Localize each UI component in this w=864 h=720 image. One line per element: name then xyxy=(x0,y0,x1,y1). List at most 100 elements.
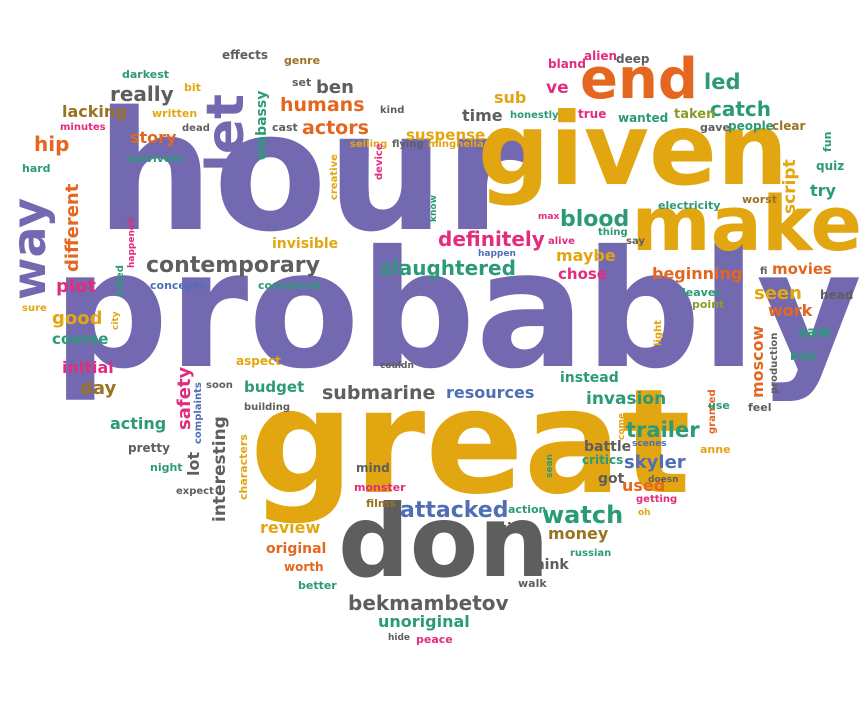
word-night: night xyxy=(150,461,183,474)
word-peace: peace xyxy=(416,633,453,646)
word-chose: chose xyxy=(558,265,607,283)
word-submarine: submarine xyxy=(322,382,436,404)
word-attacked: attacked xyxy=(400,498,509,523)
word-plot: plot xyxy=(56,276,97,297)
word-leaves: leaves xyxy=(682,286,722,299)
word-written: written xyxy=(152,107,198,120)
word-use: use xyxy=(708,399,730,412)
word-script: script xyxy=(780,159,800,214)
word-killed: killed xyxy=(115,265,126,296)
word-minghella: minghella xyxy=(428,139,484,150)
word-ve: ve xyxy=(546,78,569,98)
word-genre: genre xyxy=(284,54,321,67)
word-contemporary: contemporary xyxy=(146,253,320,278)
word-mind: mind xyxy=(356,461,390,475)
word-say: say xyxy=(626,236,645,247)
word-invisible: invisible xyxy=(272,236,339,252)
word-device: device xyxy=(374,143,385,180)
word-worth: worth xyxy=(284,560,324,574)
word-led: led xyxy=(704,70,741,94)
word-budget: budget xyxy=(244,378,305,396)
word-story: story xyxy=(130,128,177,147)
word-initial: initial xyxy=(62,358,114,377)
word-watch: watch xyxy=(542,501,624,529)
word-bland: bland xyxy=(548,57,586,71)
word-know: know xyxy=(429,195,439,222)
word-complaints: complaints xyxy=(193,382,204,444)
word-try: try xyxy=(810,181,836,200)
word-day: day xyxy=(80,378,117,399)
word-head: head xyxy=(820,288,854,302)
word-think: think xyxy=(528,557,569,573)
word-got: got xyxy=(598,471,625,487)
word-action: action xyxy=(508,503,547,516)
word-point: point xyxy=(692,298,725,311)
word-saw: saw xyxy=(798,323,831,341)
word-anne: anne xyxy=(700,443,731,456)
word-deep: deep xyxy=(616,52,650,66)
word-embassy: embassy xyxy=(254,90,270,160)
word-building: building xyxy=(244,402,290,413)
word-production: production xyxy=(769,332,780,394)
word-selling: selling xyxy=(350,139,388,150)
word-critics: critics xyxy=(582,453,624,467)
word-couldn: couldn xyxy=(380,361,414,371)
word-electricity: electricity xyxy=(658,199,721,212)
word-worst: worst xyxy=(742,193,777,206)
word-happened: happened xyxy=(127,217,137,268)
word-resources: resources xyxy=(446,383,535,402)
word-quiz: quiz xyxy=(816,159,845,173)
word-work: work xyxy=(768,301,813,320)
word-expect: expect xyxy=(176,486,214,497)
word-safety: safety xyxy=(174,366,195,430)
word-ben: ben xyxy=(316,77,354,98)
word-suspense: suspense xyxy=(406,126,486,144)
word-wise: wise xyxy=(494,521,530,537)
word-doesn: doesn xyxy=(648,475,679,485)
word-original: original xyxy=(266,541,327,557)
word-lot: lot xyxy=(184,451,203,476)
word-pretty: pretty xyxy=(128,441,170,455)
word-dead: dead xyxy=(182,123,210,134)
word-better: better xyxy=(298,579,337,592)
word-come: come xyxy=(617,413,627,440)
word-catch: catch xyxy=(710,97,772,121)
word-people: people xyxy=(728,119,774,133)
word-moscow: moscow xyxy=(748,325,767,398)
word-feel: feel xyxy=(748,401,772,414)
word-don: don xyxy=(338,483,550,600)
word-seen: seen xyxy=(754,283,802,304)
word-soon: soon xyxy=(206,380,233,391)
word-instead: instead xyxy=(560,370,619,386)
word-make: make xyxy=(631,179,862,268)
word-actors: actors xyxy=(302,117,369,139)
word-max: max xyxy=(538,212,560,222)
word-city: city xyxy=(111,311,121,330)
word-sean: sean xyxy=(545,454,555,478)
word-lacking: lacking xyxy=(62,102,127,121)
word-maybe: maybe xyxy=(556,246,616,265)
word-alive: alive xyxy=(548,236,575,247)
word-alien: alien xyxy=(584,49,618,63)
word-set: set xyxy=(292,76,312,89)
word-kind: kind xyxy=(380,105,405,116)
word-russian: russian xyxy=(570,548,612,559)
word-hour: hour xyxy=(96,76,526,268)
word-darkest: darkest xyxy=(122,68,170,81)
word-clear: clear xyxy=(772,119,806,133)
word-conceived: conceived xyxy=(258,279,321,292)
word-flying: flying xyxy=(392,139,424,150)
word-fi: fi xyxy=(760,266,768,277)
word-monster: monster xyxy=(354,481,406,494)
word-wanted: wanted xyxy=(618,111,669,125)
word-fun: fun xyxy=(821,131,834,152)
word-scenes: scenes xyxy=(632,439,667,449)
word-time: time xyxy=(462,106,503,125)
word-bekmambetov: bekmambetov xyxy=(348,591,509,615)
word-concepts: concepts xyxy=(150,279,206,292)
word-definitely: definitely xyxy=(438,227,545,251)
word-good: good xyxy=(52,308,103,329)
word-sub: sub xyxy=(494,88,527,107)
word-slaughtered: slaughtered xyxy=(380,256,516,280)
